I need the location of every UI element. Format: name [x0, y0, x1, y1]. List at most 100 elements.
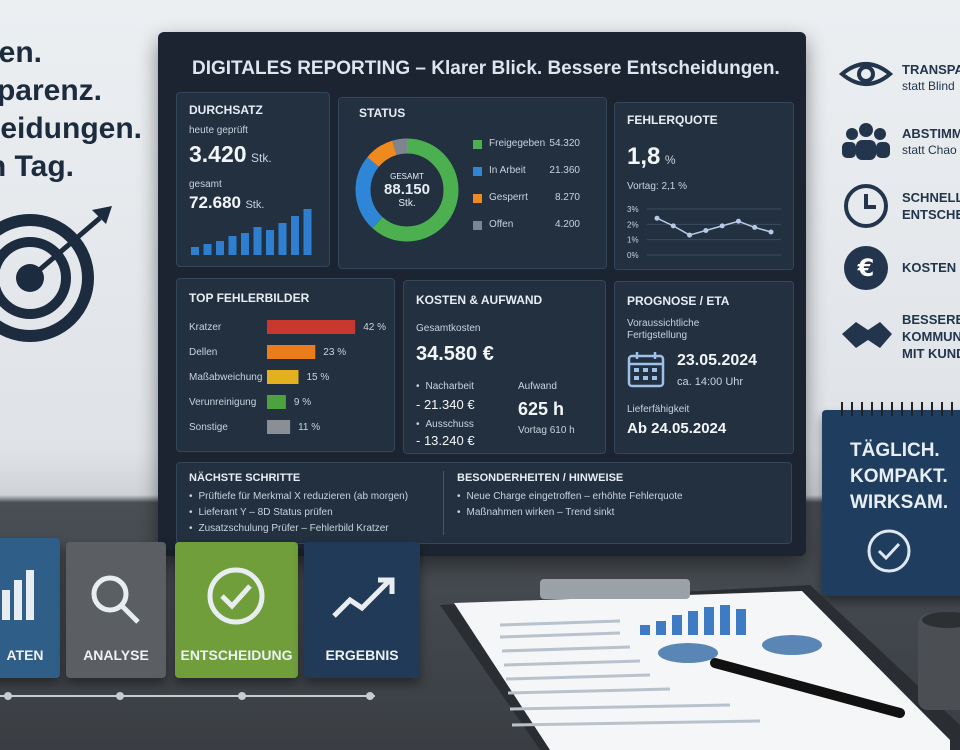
donut-center: GESAMT 88.150 Stk.: [349, 172, 465, 209]
bar: [267, 420, 291, 434]
line: [656, 217, 772, 236]
panel-title: PROGNOSE / ETA: [627, 294, 730, 308]
value-label: 11 %: [298, 422, 320, 433]
cost-label: Ausschuss: [416, 419, 474, 430]
feature-title: SCHNELL: [902, 190, 960, 205]
line-point: [687, 232, 693, 238]
feature-title: ENTSCHE: [902, 207, 960, 222]
label: Gesamtkosten: [416, 323, 481, 334]
label: Voraussichtliche: [627, 318, 700, 329]
unit: Stk.: [251, 151, 272, 165]
value-label: 9 %: [294, 397, 311, 408]
legend-label: Gesperrt: [489, 192, 528, 203]
center-label: GESAMT: [390, 172, 424, 181]
panel-title: FEHLERQUOTE: [627, 113, 718, 127]
mug: [918, 612, 960, 710]
calendar-line: TÄGLICH.: [850, 440, 940, 461]
donut-chart: [355, 138, 459, 242]
category-label: Dellen: [189, 347, 217, 358]
bar: [267, 395, 286, 409]
wall-text: ten.: [0, 36, 42, 69]
block-label: ANALYSE: [83, 647, 149, 663]
feature-title: ABSTIMM: [902, 126, 960, 141]
feature-title: KOSTEN I: [902, 260, 960, 275]
svg-text:€: €: [857, 254, 875, 282]
line-point: [654, 215, 660, 221]
block-icons: [2, 567, 395, 625]
bar: [228, 236, 237, 255]
panel-title: BESONDERHEITEN / HINWEISE: [457, 472, 624, 484]
panel-title: NÄCHSTE SCHRITTE: [189, 472, 301, 484]
kpi-value: 3.420: [189, 141, 247, 167]
label: Aufwand: [518, 381, 557, 392]
bar: [303, 209, 312, 255]
legend-label: Freigegeben: [489, 138, 546, 149]
clipboard: [440, 579, 960, 750]
block: [175, 542, 298, 678]
calendar-line: KOMPAKT.: [850, 466, 948, 487]
calendar-line: WIRKSAM.: [850, 492, 949, 513]
panel-title: STATUS: [359, 106, 406, 120]
eta-date: 23.05.2024: [677, 352, 758, 369]
bar: [203, 244, 212, 255]
feature-title: BESSERE: [902, 312, 960, 327]
bar: [278, 223, 287, 255]
list-item: Zusatzschulung Prüfer – Fehlerbild Kratz…: [189, 523, 389, 534]
legend-swatch: [473, 167, 482, 176]
legend-swatch: [473, 194, 482, 203]
legend-swatch: [473, 221, 482, 230]
feature-subtitle: statt Blind: [902, 79, 955, 93]
block-label: ERGEBNIS: [325, 647, 399, 663]
bar-chart: [191, 209, 312, 255]
line-chart: 0% 1% 2% 3%: [627, 205, 781, 260]
bar: [267, 370, 299, 384]
wall-text: sparenz.: [0, 74, 102, 107]
target-icon: [0, 206, 112, 342]
previous: Vortag: 2,1 %: [627, 181, 688, 192]
kpi-value: 34.580 €: [416, 343, 494, 365]
category-label: Sonstige: [189, 422, 228, 433]
divider: [443, 471, 444, 535]
category-label: Verunreinigung: [189, 397, 256, 408]
unit: Stk.: [245, 199, 265, 211]
kpi-value: 1,8: [627, 143, 661, 170]
legend-label: Offen: [489, 219, 514, 230]
y-tick-label: 0%: [627, 251, 639, 260]
label: gesamt: [189, 179, 222, 190]
label: heute geprüft: [189, 125, 248, 136]
fehlerquote-panel: FEHLERQUOTE 1,8 % Vortag: 2,1 % 0% 1% 2% 3%: [614, 102, 794, 270]
legend-value: 21.360: [549, 165, 580, 176]
kosten-panel: KOSTEN & AUFWAND Gesamtkosten 34.580 € N…: [403, 280, 606, 454]
legend-value: 8.270: [554, 192, 580, 203]
bar: [266, 230, 274, 255]
right-icons: €: [838, 62, 894, 348]
timeline: [0, 692, 375, 700]
line-point: [719, 223, 725, 229]
kpi-value: 625 h: [518, 399, 565, 419]
panel-title: DURCHSATZ: [189, 103, 263, 117]
kpi: 1,8 %: [627, 143, 676, 171]
y-tick-label: 3%: [627, 205, 639, 214]
cost-value: - 13.240 €: [416, 433, 475, 448]
label: Fertigstellung: [627, 330, 688, 341]
line-point: [752, 224, 758, 230]
previous: Vortag 610 h: [518, 425, 575, 436]
list-item: Lieferant Y – 8D Status prüfen: [189, 507, 333, 518]
block-label: ENTSCHEIDUNG: [180, 647, 293, 663]
line-point: [670, 223, 676, 229]
dashboard-monitor: DIGITALES REPORTING – Klarer Blick. Bess…: [158, 32, 806, 556]
calendar-rings: [841, 402, 953, 416]
bar: [267, 320, 356, 334]
bar-chart: Kratzer 42 % Dellen 23 % Maßabweichung 15 % Ve…: [189, 320, 386, 434]
feature-subtitle: statt Chao: [902, 143, 957, 157]
value-label: 42 %: [363, 322, 386, 333]
wall-text: scheidungen.: [0, 112, 142, 145]
panel-title: TOP FEHLERBILDER: [189, 291, 310, 305]
center-value: 88.150: [384, 181, 430, 198]
legend-swatch: [473, 140, 482, 149]
durchsatz-panel: DURCHSATZ heute geprüft 3.420 Stk. gesam…: [176, 92, 330, 267]
desk-calendar: [822, 410, 960, 596]
bottom-panel: NÄCHSTE SCHRITTE Prüftiefe für Merkmal X…: [176, 462, 792, 544]
category-label: Maßabweichung: [189, 372, 262, 383]
kpi: 3.420 Stk.: [189, 141, 272, 168]
